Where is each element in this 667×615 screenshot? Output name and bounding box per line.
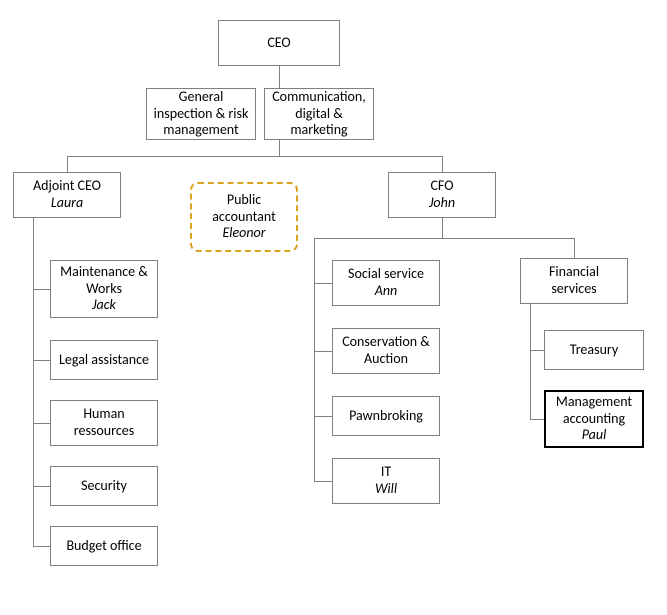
node-label: Budget office — [66, 538, 141, 555]
connector-line — [33, 289, 50, 290]
node-label: Treasury — [570, 342, 618, 359]
node-label: IT — [381, 464, 391, 481]
node-ceo: CEO — [218, 20, 340, 66]
connector-line — [314, 238, 574, 239]
node-finservices: Financial services — [520, 258, 628, 304]
node-budget: Budget office — [50, 526, 158, 566]
org-chart-canvas: CEO General inspection & risk management C… — [0, 0, 667, 615]
node-label: Management accounting — [550, 394, 638, 427]
node-security: Security — [50, 466, 158, 506]
connector-line — [279, 66, 280, 88]
connector-line — [442, 156, 443, 172]
node-cfo: CFOJohn — [388, 172, 496, 218]
node-person: Will — [375, 481, 397, 498]
node-it: ITWill — [332, 458, 440, 504]
node-label: Social service — [348, 266, 424, 283]
node-person: John — [429, 195, 455, 212]
node-label: Communication, digital & marketing — [269, 89, 369, 139]
connector-line — [530, 419, 544, 420]
node-person: Jack — [92, 297, 116, 314]
node-pawn: Pawnbroking — [332, 396, 440, 436]
connector-line — [442, 218, 443, 238]
node-label: Pawnbroking — [349, 408, 423, 425]
connector-line — [279, 140, 280, 156]
connector-line — [574, 238, 575, 258]
node-comms: Communication, digital & marketing — [264, 88, 374, 140]
node-person: Eleonor — [222, 225, 265, 242]
node-label: Legal assistance — [59, 352, 149, 369]
connector-line — [530, 304, 531, 419]
connector-line — [67, 156, 442, 157]
node-person: Paul — [582, 427, 607, 444]
node-treasury: Treasury — [544, 330, 644, 370]
node-label: Human ressources — [55, 406, 153, 439]
node-inspection: General inspection & risk management — [146, 88, 256, 140]
node-label: Financial services — [525, 264, 623, 297]
node-label: Security — [81, 478, 127, 495]
node-mgmt_acct: Management accountingPaul — [544, 390, 644, 448]
connector-line — [33, 486, 50, 487]
node-hr: Human ressources — [50, 400, 158, 446]
node-label: CEO — [267, 35, 290, 52]
connector-line — [33, 360, 50, 361]
node-label: Conservation & Auction — [337, 334, 435, 367]
node-person: Ann — [375, 283, 398, 300]
connector-line — [33, 546, 50, 547]
connector-line — [33, 423, 50, 424]
connector-line — [314, 238, 315, 481]
node-public_acct: Public accountantEleonor — [190, 182, 298, 252]
node-adjoint: Adjoint CEOLaura — [13, 172, 121, 218]
connector-line — [67, 156, 68, 172]
connector-line — [33, 218, 34, 546]
connector-line — [530, 350, 544, 351]
connector-line — [314, 351, 332, 352]
node-label: General inspection & risk management — [151, 89, 251, 139]
connector-line — [314, 283, 332, 284]
node-maintenance: Maintenance & WorksJack — [50, 260, 158, 318]
node-label: CFO — [430, 178, 453, 195]
node-person: Laura — [51, 195, 83, 212]
node-label: Maintenance & Works — [55, 264, 153, 297]
node-label: Adjoint CEO — [33, 178, 101, 195]
node-legal: Legal assistance — [50, 340, 158, 380]
connector-line — [314, 481, 332, 482]
node-social: Social serviceAnn — [332, 260, 440, 306]
node-conservation: Conservation & Auction — [332, 328, 440, 374]
connector-line — [314, 416, 332, 417]
node-label: Public accountant — [196, 192, 292, 225]
